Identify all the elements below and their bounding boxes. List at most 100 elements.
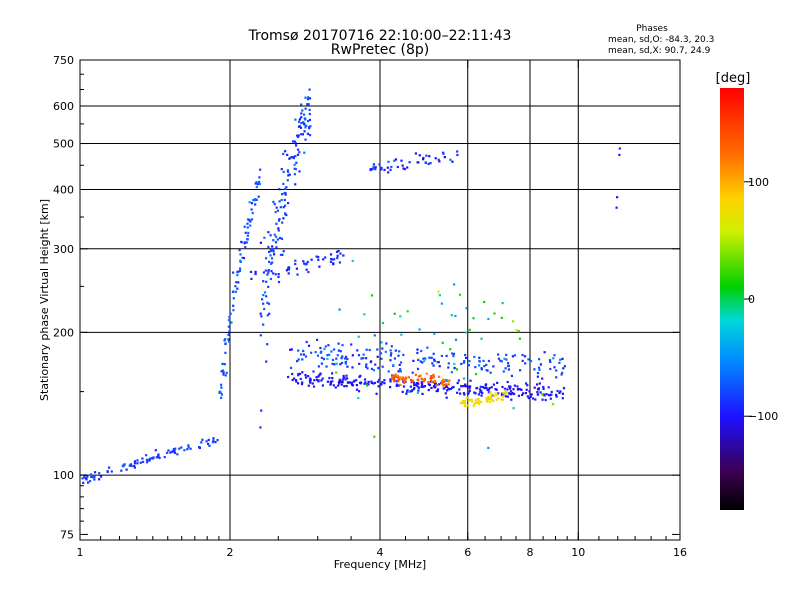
data-point [407,376,410,379]
data-point [332,263,335,266]
data-point [269,277,272,281]
data-point [247,231,250,234]
data-point [445,354,448,357]
data-point [366,384,369,387]
data-point [230,321,233,324]
colorbar-tick-label: 0 [748,293,755,306]
data-point [254,198,257,201]
data-point [403,168,406,171]
data-point [422,357,425,360]
data-point [538,382,541,385]
data-point [441,379,444,382]
data-point [464,383,467,386]
data-point [254,203,257,206]
data-point [224,338,227,341]
data-point [381,347,384,350]
data-point [238,269,242,273]
data-point [201,438,204,441]
data-point [495,393,498,396]
data-point [377,366,380,370]
data-point [467,404,470,407]
data-point [287,272,290,275]
grid-lines [80,60,680,540]
data-point [232,309,235,312]
data-point [280,168,283,171]
data-point [510,393,513,396]
data-point [528,390,531,393]
data-point [550,393,553,396]
data-point [312,370,315,373]
data-point [486,388,489,391]
data-point [265,257,268,260]
data-point [287,375,290,379]
data-point [259,312,262,315]
data-point [397,380,400,383]
data-point [304,118,307,121]
data-point [212,439,215,442]
data-point [472,317,475,320]
data-point [468,389,471,392]
data-point [283,187,287,190]
data-point [483,387,486,390]
data-point [282,182,285,185]
data-point [331,377,334,380]
data-point [331,258,334,261]
data-point [618,147,621,150]
data-point [539,363,542,366]
data-point [266,343,269,346]
data-point [356,349,359,352]
data-point [502,392,505,395]
data-point [133,460,137,463]
data-point [424,357,427,360]
data-point [278,218,281,221]
data-point [305,124,308,127]
data-point [337,249,340,253]
data-point [212,437,215,440]
data-point [176,453,179,456]
data-point [417,382,420,385]
data-point [292,155,295,158]
axes: 1 2 4 6 8 10 16 75 100 200 300 400 500 600 750 [53,54,687,559]
data-point [422,158,425,161]
data-point [336,254,339,257]
data-point [402,353,405,356]
data-point [308,112,311,116]
data-point [298,170,301,173]
data-point [343,376,346,379]
data-point [89,473,93,476]
data-point [383,379,386,382]
data-point [493,394,496,397]
data-point [228,332,231,335]
data-point [278,188,281,191]
data-point [367,383,370,386]
data-point [344,360,347,364]
data-point [373,381,376,384]
data-point [381,321,385,325]
data-point [297,134,300,137]
data-point [474,392,477,395]
data-point [436,361,439,364]
data-point [246,218,250,221]
data-point [544,398,547,402]
data-point [331,372,334,375]
data-point [444,392,447,395]
data-point [326,354,329,357]
data-point [478,400,481,403]
data-point [173,451,177,455]
data-point [468,360,471,363]
data-point [487,396,490,400]
data-point [373,435,376,438]
data-point [358,362,361,365]
data-point [400,159,403,162]
data-point [455,368,459,371]
data-point [510,374,513,377]
data-point [216,439,219,442]
data-point [313,379,316,382]
data-point [375,392,378,395]
data-point [340,356,343,360]
data-point [389,168,392,171]
data-point [399,376,402,379]
data-point [346,365,349,368]
data-point [300,383,304,386]
data-point [250,208,253,211]
